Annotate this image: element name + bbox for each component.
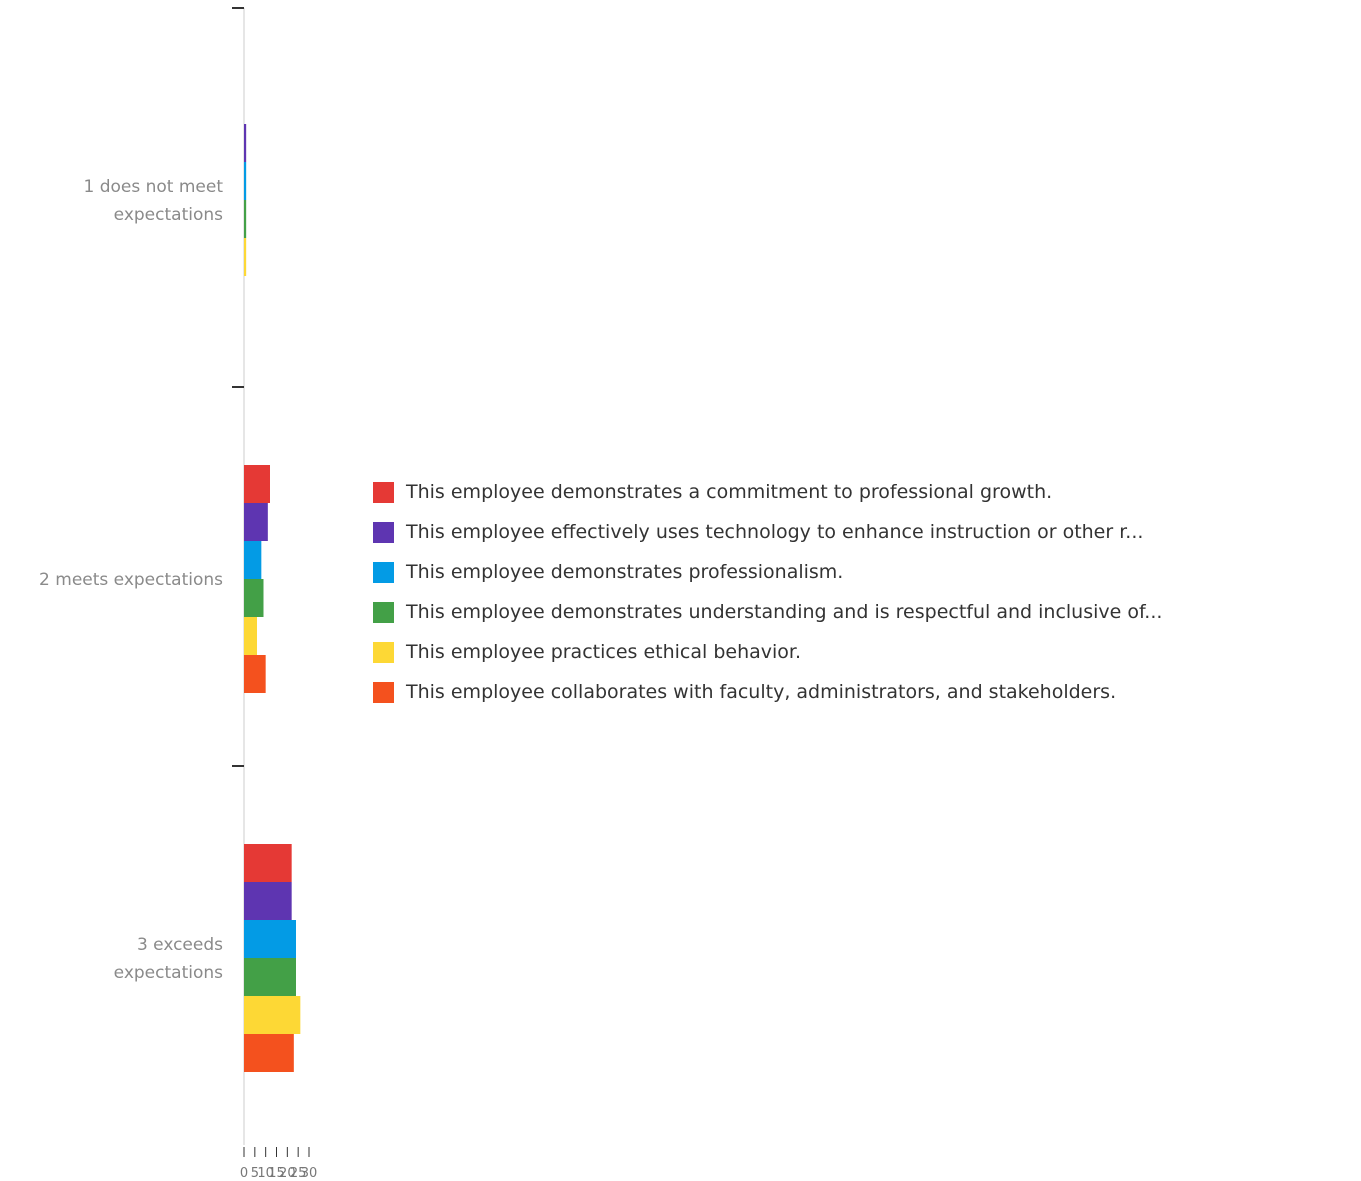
bar[interactable]	[244, 617, 257, 655]
legend-swatch	[373, 561, 394, 583]
legend-swatch	[373, 521, 394, 543]
x-tick-label: 20	[279, 1166, 296, 1181]
legend-item[interactable]: This employee demonstrates a commitment …	[373, 472, 1162, 512]
x-tick-label: 30	[301, 1166, 318, 1181]
legend-label: This employee demonstrates understanding…	[406, 601, 1163, 623]
bar[interactable]	[244, 844, 292, 882]
bar[interactable]	[244, 1034, 294, 1072]
legend-label: This employee demonstrates a commitment …	[406, 481, 1053, 503]
legend-swatch	[373, 681, 394, 703]
legend-item[interactable]: This employee practices ethical behavior…	[373, 632, 1162, 672]
bar[interactable]	[244, 920, 296, 958]
bar[interactable]	[244, 996, 301, 1034]
legend-swatch	[373, 601, 394, 623]
x-tick-label: 10	[257, 1166, 274, 1181]
legend-label: This employee practices ethical behavior…	[406, 641, 802, 663]
category-label: 3 exceeds expectations	[114, 935, 223, 983]
legend-item[interactable]: This employee demonstrates professionali…	[373, 552, 1162, 592]
category-labels: 1 does not meet expectations 2 meets expec…	[39, 177, 223, 983]
legend-label: This employee effectively uses technolog…	[406, 521, 1144, 543]
category-label: 2 meets expectations	[39, 570, 223, 590]
bar[interactable]	[244, 238, 247, 276]
legend-item[interactable]: This employee collaborates with faculty,…	[373, 672, 1162, 712]
legend-label: This employee demonstrates professionali…	[406, 561, 844, 583]
legend-label: This employee collaborates with faculty,…	[406, 681, 1117, 703]
category-label: 1 does not meet expectations	[83, 177, 223, 225]
bars	[244, 124, 301, 1072]
x-tick-label: 5	[251, 1166, 259, 1181]
legend: This employee demonstrates a commitment …	[373, 472, 1162, 712]
bar[interactable]	[244, 465, 270, 503]
bar[interactable]	[244, 503, 268, 541]
y-axis	[232, 7, 245, 1145]
bar[interactable]	[244, 958, 296, 996]
legend-swatch	[373, 481, 394, 503]
legend-swatch	[373, 641, 394, 663]
bar[interactable]	[244, 655, 266, 693]
bar[interactable]	[244, 162, 247, 200]
bar[interactable]	[244, 579, 264, 617]
x-tick-label: 15	[268, 1166, 285, 1181]
bar[interactable]	[244, 124, 247, 162]
x-tick-label: 25	[290, 1166, 307, 1181]
legend-item[interactable]: This employee effectively uses technolog…	[373, 512, 1162, 552]
x-tick-label: 0	[240, 1166, 248, 1181]
bar[interactable]	[244, 200, 247, 238]
legend-item[interactable]: This employee demonstrates understanding…	[373, 592, 1162, 632]
bar[interactable]	[244, 541, 262, 579]
bar[interactable]	[244, 882, 292, 920]
